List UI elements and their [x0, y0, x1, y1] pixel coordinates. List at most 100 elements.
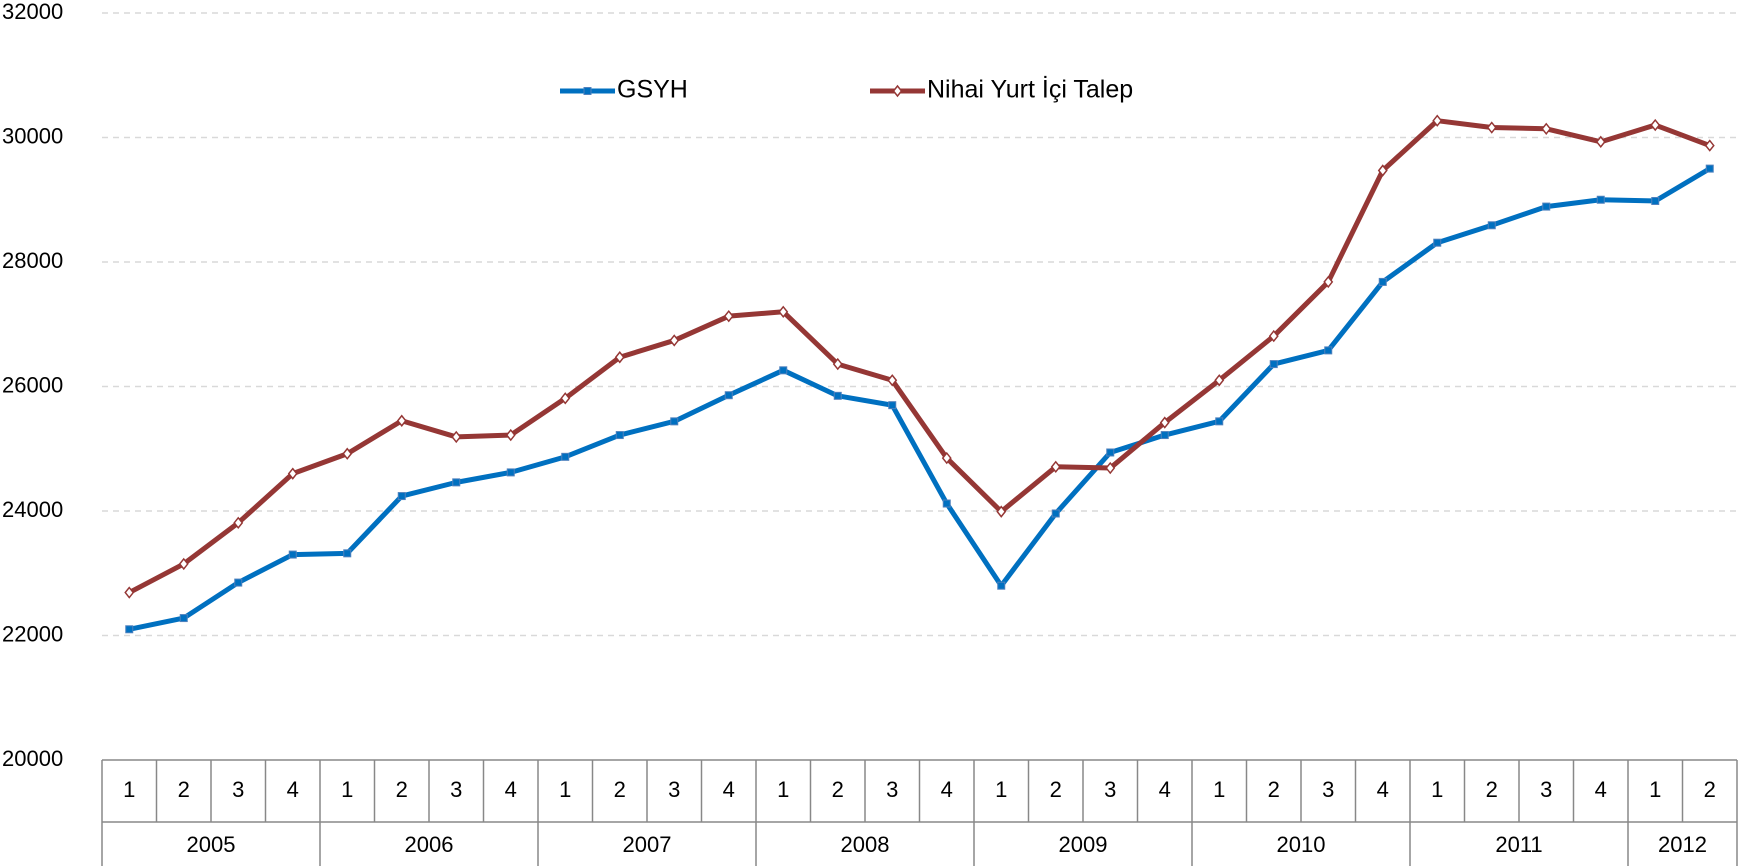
point [614, 351, 625, 364]
point [397, 492, 406, 501]
point [1050, 460, 1061, 474]
point [1051, 509, 1060, 518]
point [997, 581, 1006, 590]
point [723, 309, 734, 323]
quarter-label: 4 [287, 777, 299, 802]
point [833, 391, 842, 400]
point [506, 468, 515, 477]
quarter-label: 4 [1377, 777, 1389, 802]
y-tick-label: 28000 [2, 248, 63, 273]
point [832, 357, 843, 371]
point [1432, 114, 1443, 127]
point [615, 431, 624, 440]
point [1323, 275, 1334, 289]
quarter-label: 4 [941, 777, 953, 802]
point [887, 374, 898, 387]
y-tick-label: 30000 [2, 123, 63, 148]
quarter-label: 2 [178, 777, 190, 802]
y-tick-label: 20000 [2, 746, 63, 771]
quarter-label: 2 [1268, 777, 1280, 802]
point [1705, 164, 1714, 173]
quarter-label: 1 [995, 777, 1007, 802]
point [996, 505, 1007, 518]
point [1433, 238, 1442, 247]
point [1377, 164, 1388, 177]
point [124, 586, 135, 599]
point [1106, 448, 1115, 457]
point [1324, 346, 1333, 355]
quarter-label: 2 [396, 777, 408, 802]
point [1651, 196, 1660, 205]
quarter-label: 4 [1159, 777, 1171, 802]
point [342, 447, 353, 460]
y-tick-label: 22000 [2, 621, 63, 646]
quarter-label: 4 [723, 777, 735, 802]
y-tick-label: 26000 [2, 372, 63, 397]
point [669, 334, 680, 347]
point [1378, 277, 1387, 286]
point [941, 451, 952, 465]
quarter-label: 1 [123, 777, 135, 802]
year-label: 2011 [1495, 832, 1542, 857]
quarter-label: 2 [1486, 777, 1498, 802]
point [779, 366, 788, 375]
point [125, 625, 134, 634]
point [1487, 221, 1496, 230]
quarter-label: 3 [450, 777, 462, 802]
point [1541, 122, 1552, 135]
y-tick-label: 24000 [2, 497, 63, 522]
point [560, 392, 571, 405]
quarter-label: 1 [341, 777, 353, 802]
point [670, 417, 679, 426]
point [396, 414, 407, 427]
point [778, 305, 789, 319]
series-line [128, 118, 1711, 595]
point [942, 499, 951, 508]
point [343, 549, 352, 558]
quarter-label: 1 [1649, 777, 1661, 802]
quarter-label: 4 [1595, 777, 1607, 802]
year-label: 2010 [1277, 832, 1326, 857]
quarter-label: 2 [614, 777, 626, 802]
point [1486, 121, 1497, 134]
point [561, 452, 570, 461]
point [1595, 135, 1606, 149]
quarter-label: 1 [1431, 777, 1443, 802]
year-label: 2007 [623, 832, 672, 857]
point [179, 614, 188, 623]
quarter-label: 4 [505, 777, 517, 802]
point [452, 478, 461, 487]
point [1269, 360, 1278, 369]
legend-label: Nihai Yurt İçi Talep [927, 75, 1133, 104]
point [1268, 329, 1279, 343]
y-tick-label: 32000 [2, 0, 63, 24]
point [583, 87, 592, 95]
point [505, 428, 516, 442]
point [888, 401, 897, 410]
point [1596, 195, 1605, 204]
series-line [128, 166, 1712, 632]
quarter-label: 2 [832, 777, 844, 802]
legend-label: GSYH [617, 76, 688, 104]
quarter-label: 1 [559, 777, 571, 802]
point [1650, 118, 1661, 132]
year-label: 2006 [405, 832, 454, 857]
quarter-label: 3 [1104, 777, 1116, 802]
quarter-label: 1 [777, 777, 789, 802]
year-label: 2008 [841, 832, 890, 857]
point [1160, 431, 1169, 440]
point [1704, 139, 1715, 152]
quarter-label: 3 [1322, 777, 1334, 802]
point [451, 430, 462, 444]
point [892, 84, 903, 98]
point [1105, 461, 1116, 475]
point [233, 516, 244, 530]
point [1542, 202, 1551, 211]
year-label: 2012 [1658, 832, 1707, 857]
point [287, 467, 298, 480]
quarter-label: 2 [1704, 777, 1716, 802]
point [724, 391, 733, 400]
point [178, 557, 189, 571]
year-label: 2005 [187, 832, 236, 857]
